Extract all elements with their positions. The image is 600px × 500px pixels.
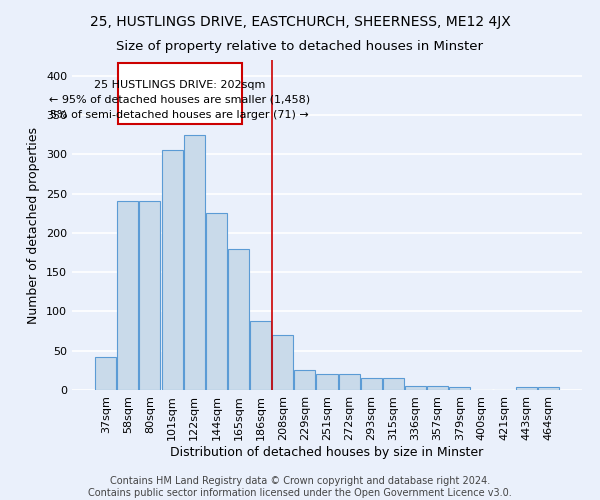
Bar [184,134,205,390]
Bar [250,321,271,390]
Text: ← 95% of detached houses are smaller (1,458): ← 95% of detached houses are smaller (1,… [49,94,310,104]
Text: 5% of semi-detached houses are larger (71) →: 5% of semi-detached houses are larger (7… [50,110,309,120]
FancyBboxPatch shape [118,63,242,124]
Bar [515,387,536,390]
Bar [206,213,227,390]
Bar [538,387,559,390]
Text: 25, HUSTLINGS DRIVE, EASTCHURCH, SHEERNESS, ME12 4JX: 25, HUSTLINGS DRIVE, EASTCHURCH, SHEERNE… [89,15,511,29]
Bar [272,335,293,390]
Y-axis label: Number of detached properties: Number of detached properties [28,126,40,324]
Bar [383,378,404,390]
Bar [405,386,426,390]
Bar [118,202,139,390]
Text: Size of property relative to detached houses in Minster: Size of property relative to detached ho… [116,40,484,53]
Bar [228,248,249,390]
Bar [161,150,182,390]
Bar [316,374,338,390]
Text: 25 HUSTLINGS DRIVE: 202sqm: 25 HUSTLINGS DRIVE: 202sqm [94,80,266,90]
Text: Contains HM Land Registry data © Crown copyright and database right 2024.
Contai: Contains HM Land Registry data © Crown c… [88,476,512,498]
Bar [295,370,316,390]
X-axis label: Distribution of detached houses by size in Minster: Distribution of detached houses by size … [170,446,484,458]
Bar [95,357,116,390]
Bar [361,378,382,390]
Bar [427,386,448,390]
Bar [338,374,359,390]
Bar [139,202,160,390]
Bar [449,387,470,390]
